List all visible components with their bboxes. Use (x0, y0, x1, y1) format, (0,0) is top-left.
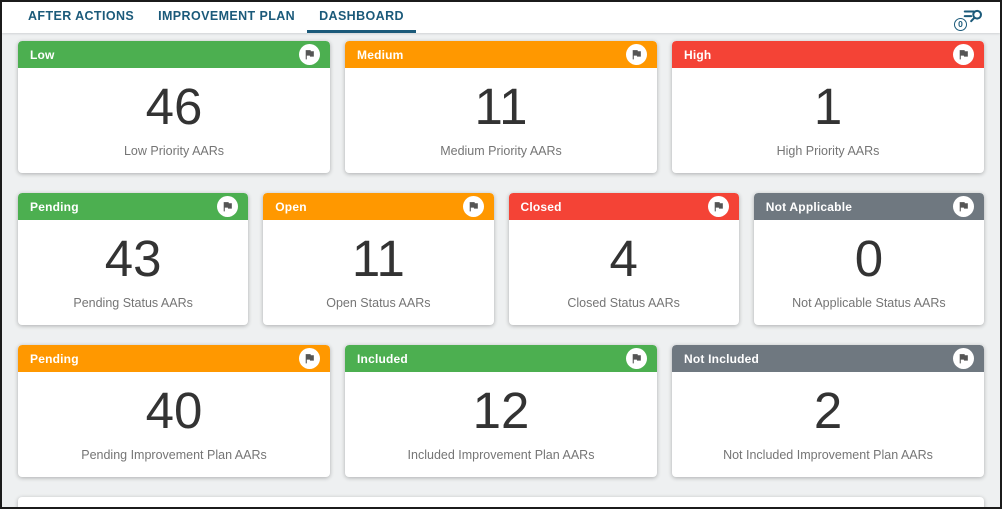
improvement-plan-card-row: Pending 40 Pending Improvement Plan AARs… (18, 345, 984, 477)
flag-icon[interactable] (953, 196, 974, 217)
stat-card-title: Low (30, 47, 55, 62)
stat-card-title: Closed (520, 199, 562, 214)
stat-card-value: 40 (145, 382, 203, 439)
stat-card-title: Medium (357, 47, 404, 62)
stat-card-title: Not Included (684, 351, 760, 366)
stat-card-value: 46 (145, 78, 203, 135)
flag-icon[interactable] (462, 196, 484, 217)
stat-card-caption: Medium Priority AARs (440, 144, 562, 158)
flag-icon[interactable] (299, 348, 320, 369)
stat-card-caption: Low Priority AARs (123, 144, 225, 158)
priority-card-row: Low 46 Low Priority AARs Medium 11 Mediu… (18, 41, 984, 173)
search-count-badge: 0 (954, 17, 967, 31)
tab-dashboard[interactable]: DASHBOARD (307, 2, 416, 33)
flag-icon[interactable] (299, 44, 320, 65)
tab-improvement-plan[interactable]: IMPROVEMENT PLAN (158, 9, 296, 23)
stat-card-value: 11 (351, 230, 405, 287)
stat-card-header: Pending (18, 345, 330, 372)
stat-card: Closed 4 Closed Status AARs (508, 193, 739, 325)
stat-card-header: Closed (508, 193, 739, 220)
stat-card-header: Pending (18, 193, 249, 220)
stat-card-header: Low (18, 41, 330, 68)
stat-card-header: Not Included (672, 345, 984, 372)
status-card-row: Pending 43 Pending Status AARs Open 11 O… (18, 193, 984, 325)
stat-card-caption: Closed Status AARs (567, 296, 680, 310)
stat-card: High 1 High Priority AARs (672, 41, 984, 173)
stat-card-value: 0 (854, 230, 884, 287)
stat-card-caption: Not Applicable Status AARs (792, 296, 946, 310)
stat-card-value: 11 (474, 78, 528, 135)
stat-card: Pending 43 Pending Status AARs (18, 193, 249, 325)
stat-card: Not Applicable 0 Not Applicable Status A… (753, 193, 984, 325)
stat-card: Low 46 Low Priority AARs (18, 41, 330, 173)
stat-card: Medium 11 Medium Priority AARs (345, 41, 657, 173)
stat-card-value: 12 (472, 382, 530, 439)
stat-card-header: Medium (345, 41, 657, 68)
capability-element-chart-card: Capability Element 40 (18, 497, 984, 507)
stat-card-title: High (684, 47, 712, 62)
stat-card-caption: Included Improvement Plan AARs (407, 448, 595, 462)
stat-card-caption: Open Status AARs (326, 296, 431, 310)
stat-card-header: Included (345, 345, 657, 372)
stat-card-header: Open (263, 193, 494, 220)
stat-card-value: 2 (813, 382, 843, 439)
flag-icon[interactable] (217, 196, 239, 217)
flag-icon[interactable] (626, 44, 647, 65)
tab-after-actions[interactable]: AFTER ACTIONS (28, 9, 135, 23)
stat-card-value: 1 (813, 78, 843, 135)
flag-icon[interactable] (707, 196, 729, 217)
stat-card-caption: Pending Improvement Plan AARs (81, 448, 267, 462)
stat-card-title: Pending (30, 199, 79, 214)
stat-card: Not Included 2 Not Included Improvement … (672, 345, 984, 477)
stat-card-value: 4 (609, 230, 638, 287)
stat-card-title: Pending (30, 351, 79, 366)
tab-bar: AFTER ACTIONS IMPROVEMENT PLAN DASHBOARD (16, 2, 416, 33)
stat-card-title: Included (357, 351, 408, 366)
stat-card-caption: Pending Status AARs (73, 296, 193, 310)
stat-card: Pending 40 Pending Improvement Plan AARs (18, 345, 330, 477)
flag-icon[interactable] (953, 348, 974, 369)
stat-card-header: High (672, 41, 984, 68)
filter-search-button[interactable]: 0 (954, 5, 984, 31)
stat-card-caption: High Priority AARs (776, 144, 880, 158)
filter-search-icon (963, 9, 982, 22)
stat-card-title: Not Applicable (765, 199, 853, 214)
stat-card-value: 43 (104, 230, 162, 287)
stat-card: Included 12 Included Improvement Plan AA… (345, 345, 657, 477)
stat-card-header: Not Applicable (753, 193, 984, 220)
flag-icon[interactable] (953, 44, 974, 65)
dashboard-content: Low 46 Low Priority AARs Medium 11 Mediu… (2, 33, 1000, 507)
stat-card-title: Open (275, 199, 307, 214)
flag-icon[interactable] (626, 348, 647, 369)
stat-card: Open 11 Open Status AARs (263, 193, 494, 325)
top-bar: AFTER ACTIONS IMPROVEMENT PLAN DASHBOARD… (2, 2, 1000, 33)
stat-card-caption: Not Included Improvement Plan AARs (723, 448, 933, 462)
